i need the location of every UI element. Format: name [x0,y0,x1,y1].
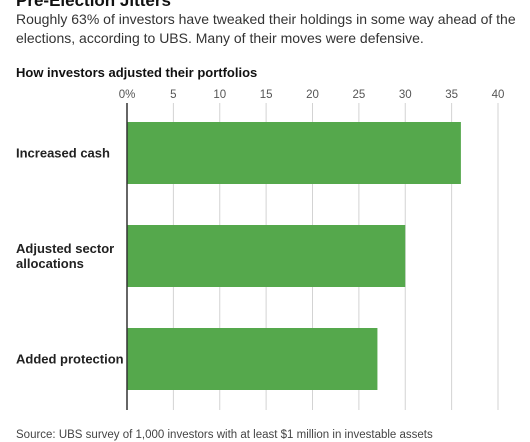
bars [127,122,461,390]
subtitle: Roughly 63% of investors have tweaked th… [16,11,516,46]
tick-label: 20 [306,89,319,101]
tick-label: 10 [213,89,226,101]
bar [127,225,406,287]
category-label-line: allocations [16,256,84,271]
bar [127,328,378,390]
tick-label: 15 [260,89,273,101]
category-label: Adjusted sector allocations [16,241,114,271]
page-title: Pre-Election Jitters [16,0,171,10]
category-label-line: Adjusted sector [16,241,114,256]
tick-label: 0% [119,89,136,101]
chart-title: How investors adjusted their portfolios [16,65,258,80]
tick-label: 5 [170,89,176,101]
category-labels: Increased cash Adjusted sector allocations… [16,146,124,367]
category-label-line: Increased cash [16,146,110,161]
tick-label: 35 [445,89,458,101]
tick-label: 40 [492,89,505,101]
category-label-line: Added protection [16,352,124,367]
tick-label: 25 [352,89,365,101]
bar [127,122,461,184]
source-note: Source: UBS survey of 1,000 investors wi… [16,429,433,441]
tick-labels: 0% 5 10 15 20 25 30 35 40 [119,89,505,101]
category-label: Added protection [16,352,124,367]
category-label: Increased cash [16,146,110,161]
tick-label: 30 [399,89,412,101]
